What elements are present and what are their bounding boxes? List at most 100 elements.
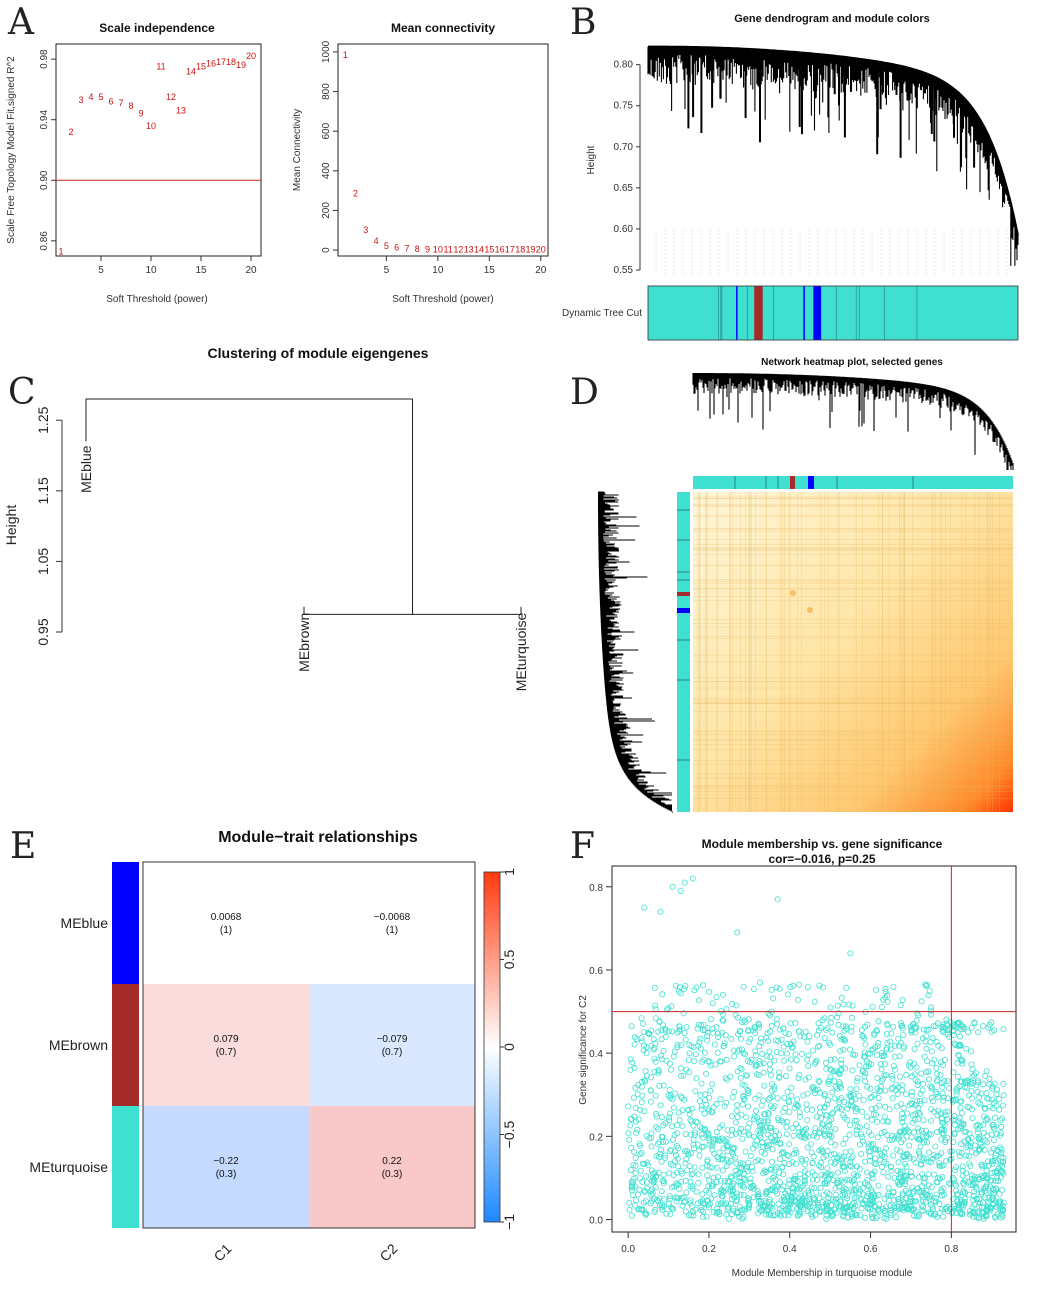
data-point	[984, 1116, 991, 1123]
data-point	[841, 1153, 848, 1160]
data-point	[767, 1094, 774, 1101]
panel-c-eigengene-clustering: Clustering of module eigengenes Height 0…	[3, 345, 529, 691]
data-point	[740, 1093, 747, 1100]
data-point	[756, 1204, 763, 1211]
data-point	[737, 1160, 744, 1167]
data-point	[794, 1177, 801, 1184]
data-point	[895, 1159, 902, 1166]
data-point	[648, 1191, 655, 1198]
cell-value: 0.079	[213, 1034, 238, 1045]
data-point	[678, 1095, 685, 1102]
data-point	[643, 1173, 650, 1180]
data-point	[696, 1039, 703, 1046]
data-point	[930, 1152, 937, 1159]
data-point	[688, 1212, 695, 1219]
data-point	[872, 1204, 879, 1211]
data-point	[723, 1211, 730, 1218]
data-point-label: 7	[404, 243, 409, 253]
data-point	[836, 1203, 843, 1210]
data-point	[967, 1079, 974, 1086]
data-point	[734, 1210, 741, 1217]
data-point	[811, 998, 818, 1005]
data-point	[980, 1121, 987, 1128]
data-point	[869, 1170, 876, 1177]
data-point	[955, 1118, 962, 1125]
data-point	[804, 1038, 811, 1045]
data-point	[848, 1186, 855, 1193]
data-point	[694, 1025, 701, 1032]
data-point	[795, 1075, 802, 1082]
scatter: 0.0 0.2 0.4 0.6 0.80.00.20.40.60.8	[589, 865, 1017, 1255]
data-point	[916, 1097, 923, 1104]
data-point	[828, 1159, 835, 1166]
data-point	[928, 1159, 935, 1166]
data-point	[884, 992, 891, 999]
data-point	[976, 1146, 983, 1153]
data-point	[765, 1109, 772, 1116]
data-point	[686, 1111, 693, 1118]
data-point	[701, 1110, 708, 1117]
data-point	[783, 1073, 790, 1080]
data-point	[686, 1069, 693, 1076]
data-point	[769, 1159, 776, 1166]
row-label: MEbrown	[49, 1037, 108, 1053]
data-point	[740, 1128, 747, 1135]
data-point	[976, 1122, 983, 1129]
data-point	[724, 1178, 731, 1185]
data-point	[952, 1117, 959, 1124]
data-point	[923, 1045, 930, 1052]
data-point-label: 9	[425, 244, 430, 254]
data-point	[817, 1024, 824, 1031]
data-point	[819, 1121, 826, 1128]
data-point	[737, 1074, 744, 1081]
data-point	[740, 1192, 747, 1199]
data-point	[719, 1155, 726, 1162]
data-point	[779, 1186, 786, 1193]
data-point	[885, 1173, 892, 1180]
data-point	[706, 1204, 713, 1211]
data-point	[786, 1065, 793, 1072]
data-point	[965, 1029, 972, 1036]
data-point	[693, 984, 700, 991]
data-point	[805, 1074, 812, 1081]
data-point	[658, 1158, 665, 1165]
data-point	[894, 1103, 901, 1110]
data-point	[852, 1052, 859, 1059]
data-point	[810, 1153, 817, 1160]
data-point	[953, 1164, 960, 1171]
data-point	[755, 1194, 762, 1201]
x-axis-label: Module Membership in turquoise module	[732, 1268, 913, 1279]
panel-label-b: B	[570, 2, 596, 43]
data-point	[817, 1184, 824, 1191]
data-point	[792, 1051, 799, 1058]
data-point	[752, 1158, 759, 1165]
data-point	[865, 1060, 872, 1067]
data-point	[990, 1195, 997, 1202]
data-point	[837, 1048, 844, 1055]
color-scale	[483, 871, 501, 1223]
data-point	[665, 1005, 672, 1012]
data-point	[905, 1062, 912, 1069]
data-point	[702, 1091, 709, 1098]
top-color-blue	[808, 476, 814, 489]
data-point	[777, 1026, 784, 1033]
data-point	[823, 1180, 830, 1187]
data-point	[927, 1039, 934, 1046]
data-point	[775, 1038, 782, 1045]
data-point	[721, 1040, 728, 1047]
data-point	[862, 1041, 869, 1048]
data-point	[934, 1077, 941, 1084]
data-point	[785, 1097, 792, 1104]
data-point	[970, 1197, 977, 1204]
cell-pvalue: (1)	[220, 925, 232, 936]
data-point	[844, 1116, 851, 1123]
data-point	[753, 1114, 760, 1121]
data-point	[917, 1101, 924, 1108]
data-point	[948, 1148, 955, 1155]
y-tick-label: 0.6	[589, 966, 603, 977]
data-point	[941, 1057, 948, 1064]
data-point	[909, 1184, 916, 1191]
data-point	[632, 1170, 639, 1177]
data-point	[753, 1107, 760, 1114]
